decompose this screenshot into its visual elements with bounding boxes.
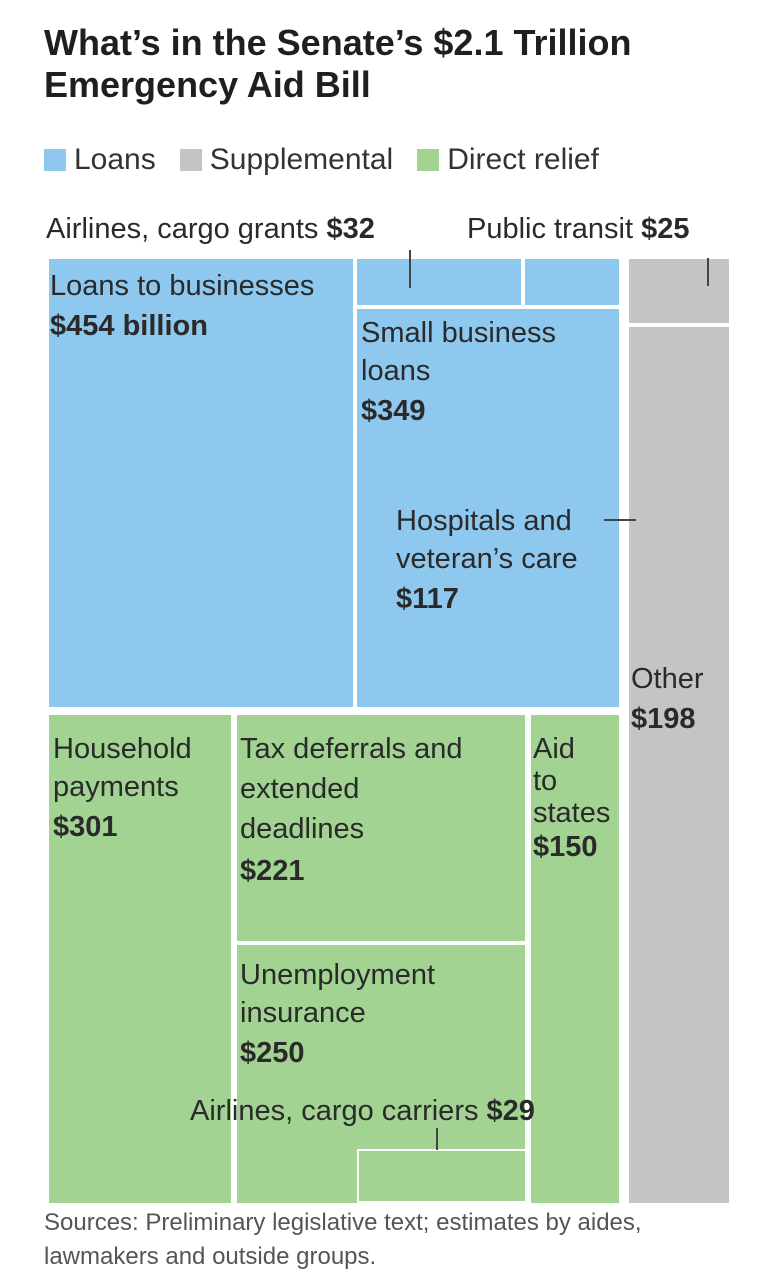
value-loans-to-businesses: $454 billion — [50, 310, 208, 342]
treemap-block-loans-top-right — [523, 257, 621, 307]
value-airlines-cargo-grants: $32 — [326, 213, 374, 245]
legend-item-supplemental: Supplemental — [179, 143, 394, 177]
value-airlines-cargo-carriers: $29 — [487, 1095, 535, 1127]
label-hospitals-and-veteran-s-care-line-1: Hospitals and — [396, 505, 572, 537]
label-household-payments-line-2: payments — [53, 771, 179, 803]
label-airlines-cargo-carriers: Airlines, cargo carriers $29 — [190, 1095, 535, 1127]
legend-swatch-supplemental — [179, 149, 202, 171]
treemap-block-airlines-cargo-grants — [355, 257, 523, 307]
value-hospitals-and-veteran-s-care: $117 — [396, 583, 459, 615]
treemap-block-loans-to-businesses — [47, 257, 355, 709]
legend-item-loans: Loans — [44, 143, 156, 177]
label-household-payments-line-1: Household — [53, 733, 192, 765]
label-unemployment-insurance-line-2: insurance — [240, 997, 366, 1029]
value-aid-to-states: $150 — [533, 831, 598, 863]
chart-title: What’s in the Senate’s $2.1 Trillion Eme… — [44, 22, 632, 105]
treemap-block-other — [627, 325, 731, 1205]
treemap-block-public-transit — [627, 257, 731, 325]
sources-note: Sources: Preliminary legislative text; e… — [44, 1209, 642, 1270]
label-small-business-loans-line-2: loans — [361, 355, 430, 387]
label-aid-to-states-line-1: Aid — [533, 733, 575, 765]
value-other: $198 — [631, 703, 696, 735]
label-unemployment-insurance-line-1: Unemployment — [240, 959, 435, 991]
label-tax-deferrals-and-extended-deadlines-line-1: Tax deferrals and — [240, 733, 462, 765]
value-household-payments: $301 — [53, 811, 118, 843]
label-tax-deferrals-and-extended-deadlines-line-2: extended — [240, 773, 359, 805]
treemap-chart: Loans to businesses $454 billion Small bus… — [46, 213, 731, 1205]
label-public-transit: Public transit $25 — [467, 213, 689, 245]
label-hospitals-and-veteran-s-care-line-2: veteran’s care — [396, 543, 578, 575]
treemap-block-airlines-cargo-carriers — [357, 1149, 527, 1203]
treemap-block-aid-to-states — [529, 713, 621, 1205]
label-small-business-loans-line-1: Small business — [361, 317, 556, 349]
treemap-block-household-payments — [47, 713, 233, 1205]
value-tax-deferrals-and-extended-deadlines: $221 — [240, 855, 305, 887]
value-small-business-loans: $349 — [361, 395, 426, 427]
legend-label-direct-relief: Direct relief — [447, 143, 599, 176]
label-aid-to-states-line-3: states — [533, 797, 610, 829]
legend-swatch-direct-relief — [417, 149, 440, 171]
treemap-block-tax-deferrals-and-extended-deadlines — [235, 713, 527, 943]
label-aid-to-states-line-2: to — [533, 765, 557, 797]
legend-item-direct-relief: Direct relief — [417, 143, 599, 177]
legend: Loans Supplemental Direct relief — [44, 142, 623, 178]
value-unemployment-insurance: $250 — [240, 1037, 305, 1069]
legend-label-loans: Loans — [74, 143, 156, 176]
label-airlines-cargo-grants: Airlines, cargo grants $32 — [46, 213, 375, 245]
label-tax-deferrals-and-extended-deadlines-line-3: deadlines — [240, 813, 364, 845]
legend-swatch-loans — [44, 149, 66, 171]
label-loans-to-businesses-line-1: Loans to businesses — [50, 270, 314, 302]
label-other-line-1: Other — [631, 663, 704, 695]
treemap-block-small-business-loans — [355, 307, 621, 709]
value-public-transit: $25 — [641, 213, 689, 245]
legend-label-supplemental: Supplemental — [209, 143, 394, 176]
